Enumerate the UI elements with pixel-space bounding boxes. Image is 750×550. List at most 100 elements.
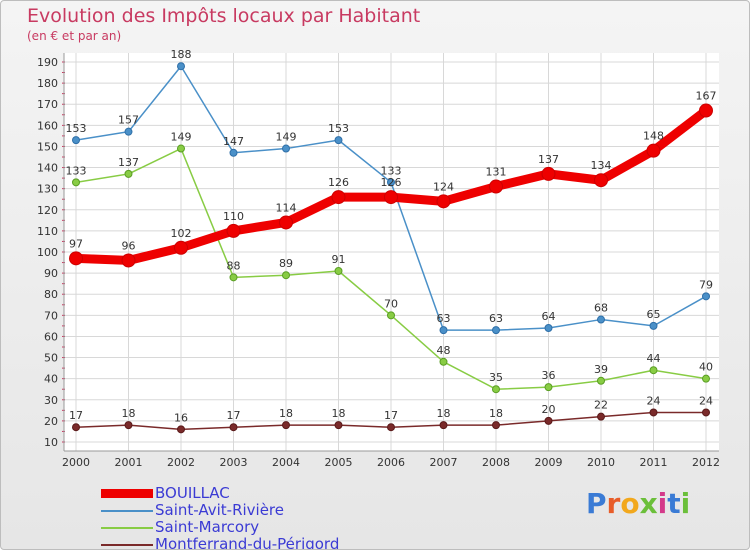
data-point [177,62,185,71]
data-label: 63 [437,312,451,325]
x-tick-label: 2005 [325,456,353,469]
y-tick-label: 70 [44,309,58,322]
data-label: 149 [276,131,297,144]
data-point [72,423,80,432]
logo-letter: i [680,487,691,520]
data-label: 137 [538,153,559,166]
data-point [649,366,658,375]
legend-label: Saint-Avit-Rivière [155,501,285,519]
data-point [124,127,133,136]
data-label: 40 [699,361,713,374]
data-label: 20 [542,403,556,416]
data-label: 133 [66,164,87,177]
data-point [387,423,395,432]
y-tick-label: 30 [44,394,58,407]
y-tick-label: 20 [44,415,58,428]
data-label: 153 [66,122,87,135]
data-label: 114 [276,201,297,214]
y-tick-label: 10 [44,436,58,449]
x-tick-label: 2009 [535,456,563,469]
data-point [384,190,398,205]
y-tick-label: 60 [44,330,58,343]
logo-letter: o [620,487,640,520]
x-tick-label: 2000 [62,456,90,469]
data-point [121,253,136,268]
data-point [334,421,343,430]
proxiti-logo: Proxiti [586,487,690,520]
data-point [334,136,343,145]
data-label: 18 [489,407,503,420]
data-point [282,144,290,153]
data-point [489,179,503,194]
x-tick-label: 2007 [430,456,458,469]
data-label: 70 [384,297,398,310]
data-point [439,421,448,430]
data-point [597,315,605,324]
y-tick-label: 190 [37,56,58,69]
data-label: 110 [223,210,244,223]
data-label: 18 [122,407,136,420]
data-label: 44 [647,352,661,365]
data-point [72,136,80,145]
x-tick-label: 2004 [272,456,300,469]
data-point [541,166,556,181]
legend-swatch [101,510,153,512]
data-label: 188 [171,48,192,61]
data-point [649,321,658,330]
data-point [282,271,290,280]
data-label: 64 [542,310,556,323]
data-label: 24 [647,394,661,407]
data-label: 35 [489,371,503,384]
data-point [177,425,185,434]
y-tick-label: 180 [37,77,58,90]
data-point [544,416,553,425]
data-point [334,267,343,275]
data-point [702,292,710,301]
data-point [282,421,290,430]
data-label: 102 [171,227,192,240]
legend-label: Montferrand-du-Périgord [155,535,340,550]
legend-label: Saint-Marcory [155,518,260,536]
legend-swatch [101,527,153,529]
chart-subtitle: (en € et par an) [27,29,122,43]
data-point [702,408,710,417]
data-label: 124 [433,180,454,193]
data-point [226,223,241,238]
y-tick-label: 120 [37,204,58,217]
y-tick-label: 80 [44,288,58,301]
data-label: 16 [174,411,188,424]
data-point [387,178,395,187]
data-point [229,423,238,432]
data-point [279,215,293,230]
logo-letter: r [606,487,621,520]
data-point [597,412,605,421]
data-label: 17 [69,409,83,422]
data-label: 18 [332,407,346,420]
data-label: 137 [118,156,139,169]
x-tick-label: 2003 [220,456,248,469]
logo-letter: t [667,487,681,520]
x-tick-label: 2002 [167,456,195,469]
data-point [436,194,451,209]
data-label: 79 [699,278,713,291]
y-tick-label: 100 [37,246,58,259]
data-label: 48 [437,344,451,357]
data-label: 18 [279,407,293,420]
data-label: 17 [227,409,241,422]
data-point [439,326,448,335]
data-point [492,421,500,430]
data-label: 68 [594,302,608,315]
data-label: 97 [69,237,83,250]
data-label: 134 [591,159,612,172]
y-tick-label: 130 [37,183,58,196]
data-label: 167 [696,90,717,103]
data-label: 153 [328,122,349,135]
data-label: 149 [171,131,192,144]
y-tick-label: 50 [44,352,58,365]
y-tick-label: 150 [37,140,58,153]
y-tick-label: 110 [37,225,58,238]
data-label: 131 [486,166,507,179]
data-label: 91 [332,253,346,266]
logo-letter: x [639,487,658,520]
